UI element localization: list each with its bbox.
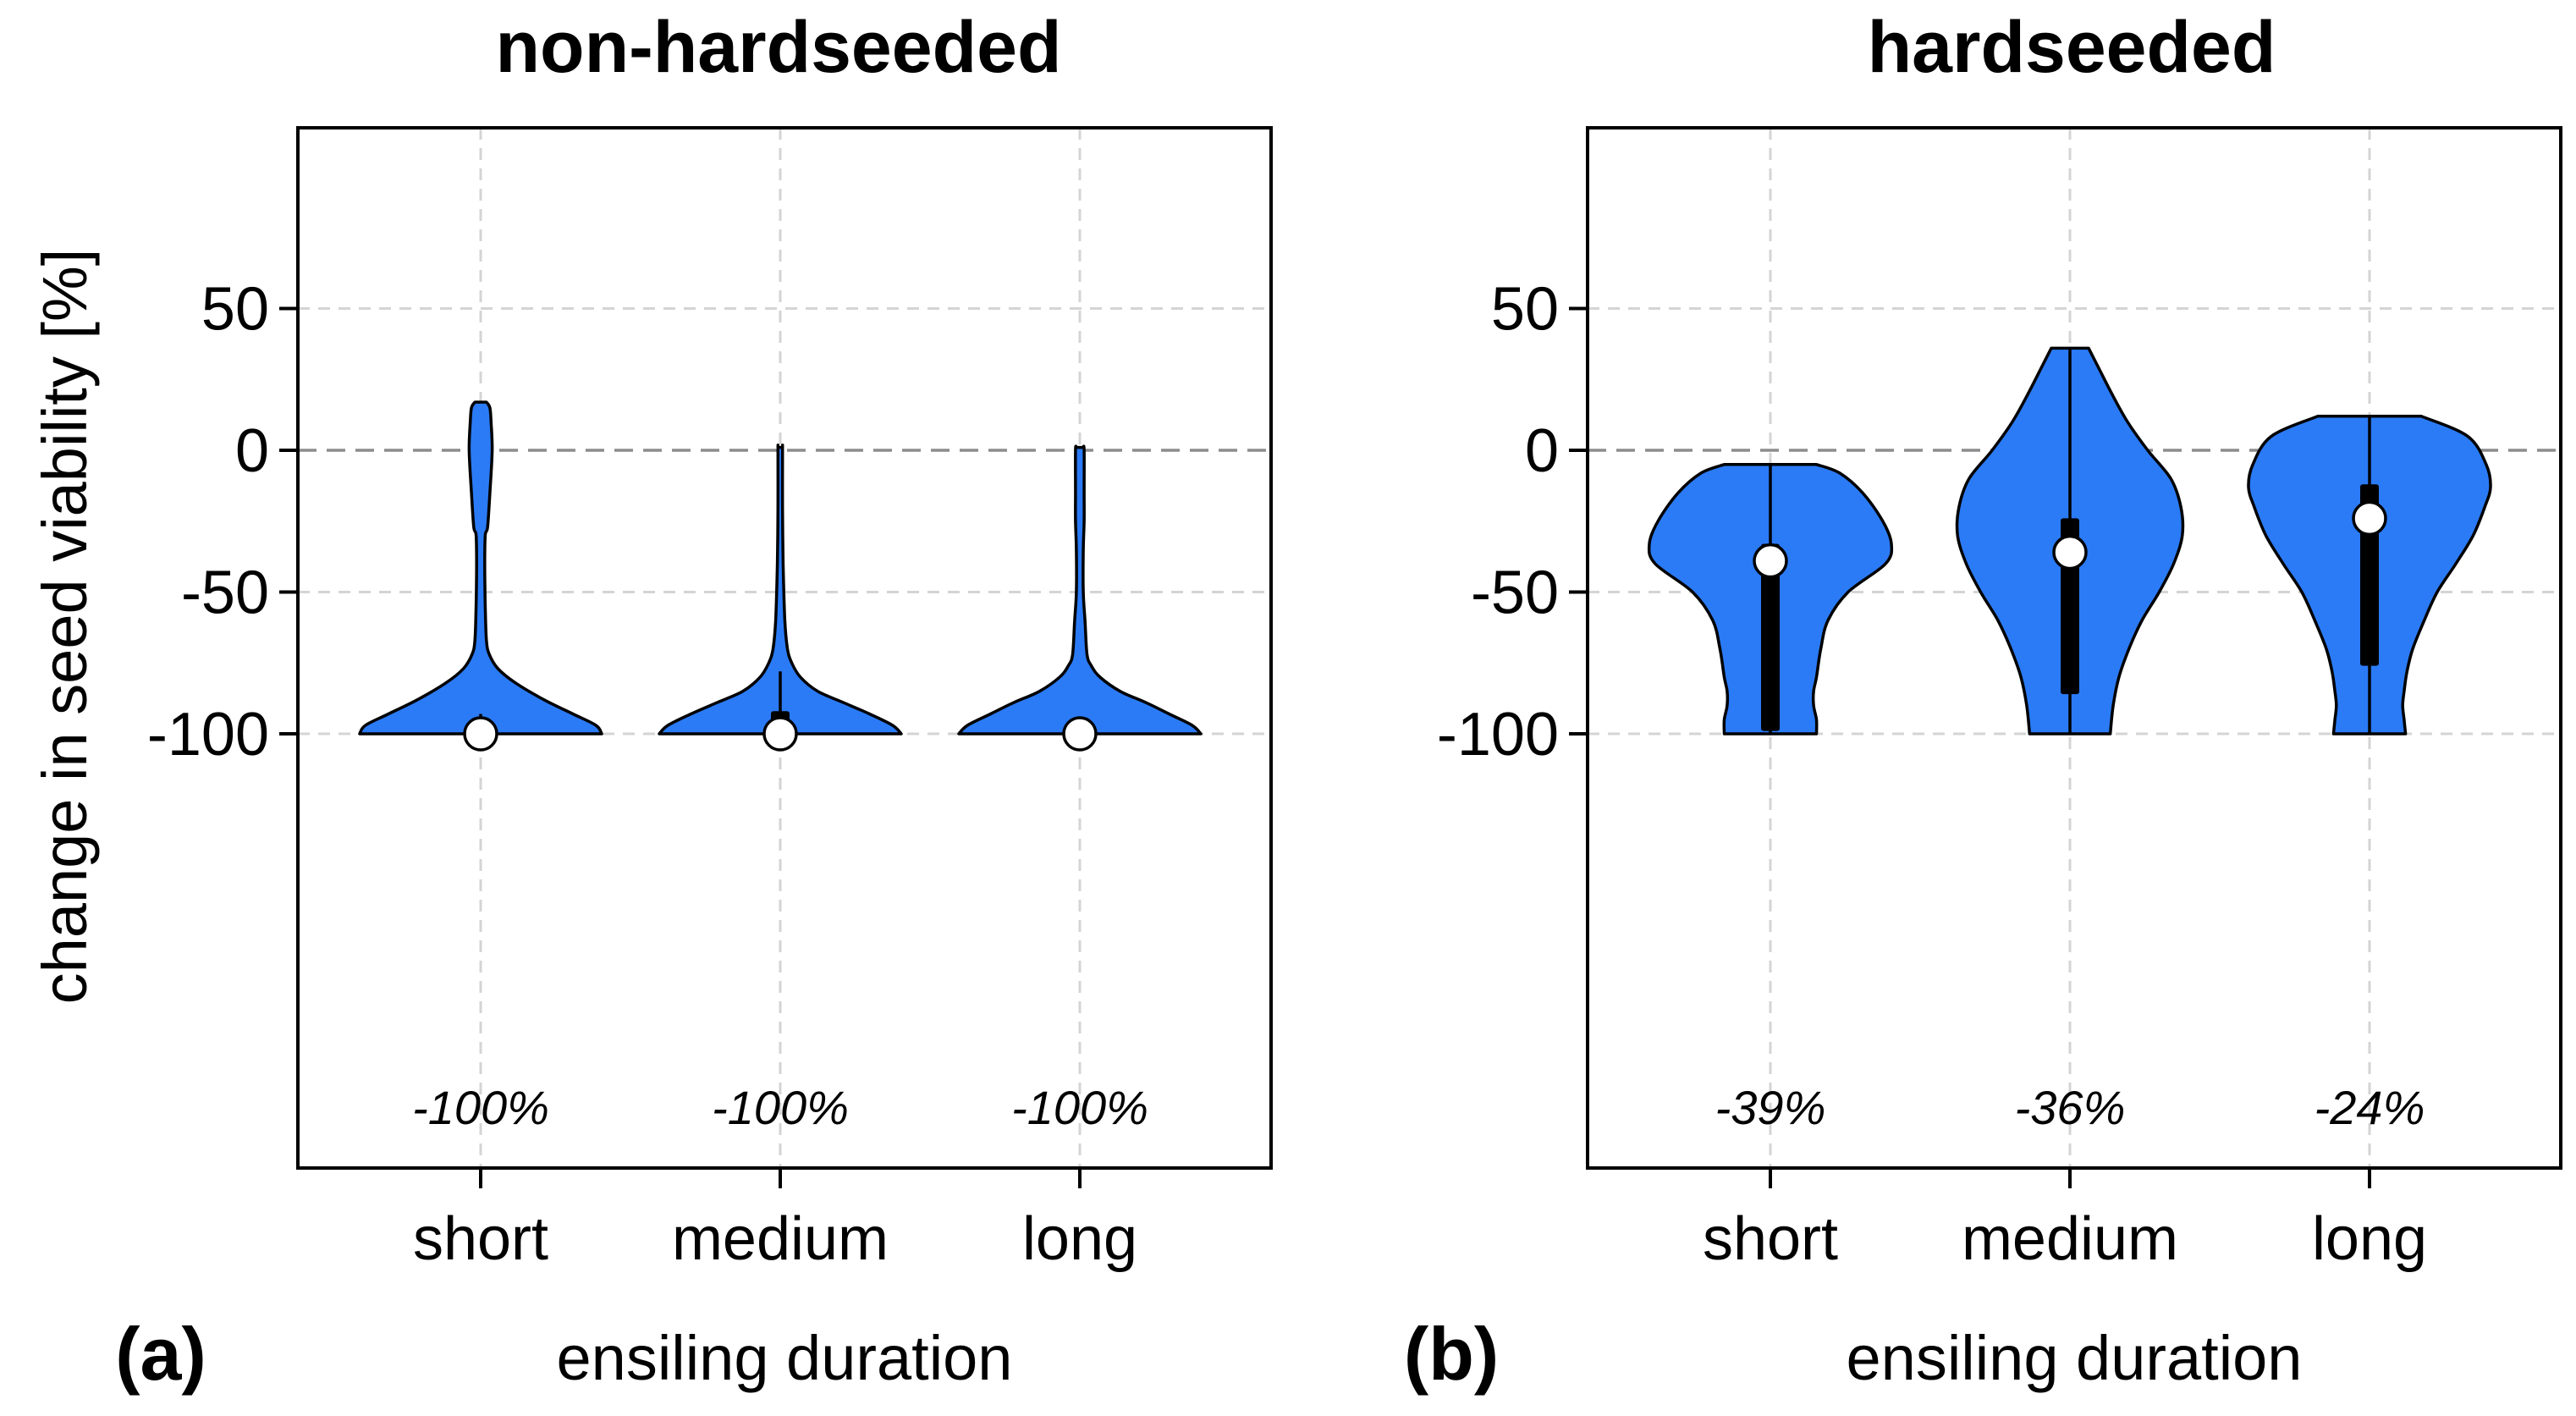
panel-hardseeded: hardseeded -39% -36% -24% 50 0 -50 -100 short… [1404,7,2562,1396]
iqr-box [1761,543,1780,731]
median-point [2052,534,2088,570]
violin-medium [1955,346,2185,736]
violin-medium [658,444,903,752]
median-annotation: -36% [2015,1081,2126,1134]
y-tick-label: 0 [1525,417,1559,485]
x-axis-title: ensiling duration [1847,1323,2303,1393]
violins-layer [358,400,1203,752]
violin-short [358,400,603,752]
x-axis-title: ensiling duration [557,1323,1013,1393]
panel-label-a: (a) [115,1312,206,1396]
annotations-layer: -100% -100% -100% [412,1081,1148,1134]
median-annotation: -24% [2315,1081,2425,1134]
median-annotation: -100% [1011,1081,1148,1134]
violin-short [1647,463,1894,736]
x-tick-label: short [1703,1205,1838,1273]
panel-non-hardseeded: non-hardseeded -100% -100% -100% 50 0 -50 -10… [30,7,1273,1396]
grid-layer [298,128,1271,1168]
panel-title: hardseeded [1868,7,2276,88]
median-annotation: -100% [412,1081,549,1134]
y-tick-label: 50 [1491,276,1559,344]
panel-title: non-hardseeded [496,7,1062,88]
y-tick-label: -50 [181,559,269,627]
median-point [1062,716,1098,752]
violins-layer [1647,346,2492,736]
y-tick-label: 0 [235,417,269,485]
violin-body [358,400,603,736]
median-annotation: -39% [1715,1081,1826,1134]
x-tick-label: long [2312,1205,2427,1273]
y-axis-title: change in seed viability [%] [30,249,100,1005]
x-axis: short medium long [413,1168,1137,1273]
violin-long [2247,415,2492,736]
median-annotation: -100% [712,1081,849,1134]
annotations-layer: -39% -36% -24% [1715,1081,2425,1134]
x-tick-label: short [413,1205,548,1273]
y-tick-label: -50 [1471,559,1559,627]
y-tick-label: -100 [1437,701,1559,769]
panel-label-b: (b) [1404,1312,1499,1396]
y-tick-label: 50 [201,276,269,344]
y-axis: 50 0 -50 -100 [147,276,298,769]
x-axis: short medium long [1703,1168,2427,1273]
median-point [2352,500,2387,537]
plot-frame [296,126,1273,1170]
x-tick-label: medium [1962,1205,2178,1273]
y-axis: 50 0 -50 -100 [1437,276,1588,769]
violin-long [957,444,1203,752]
x-tick-label: long [1022,1205,1137,1273]
x-tick-label: medium [672,1205,889,1273]
median-point [762,716,798,752]
median-point [1753,543,1788,579]
violin-body [957,444,1203,736]
median-point [463,716,498,752]
y-tick-label: -100 [147,701,269,769]
violin-body [658,444,903,736]
plot-frame [1586,126,2562,1170]
